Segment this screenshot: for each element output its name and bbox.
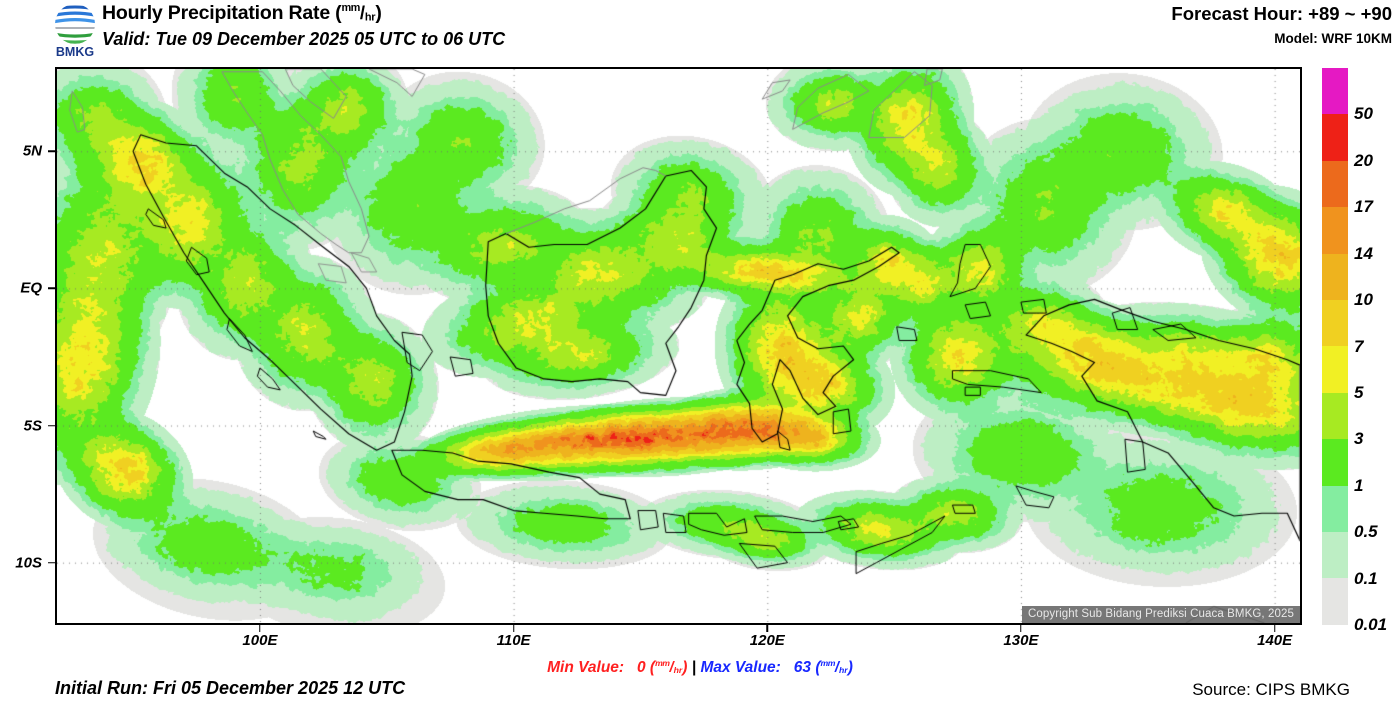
colorbar-band-0.01 xyxy=(1322,578,1348,625)
colorbar-band-17 xyxy=(1322,160,1348,208)
model-label: Model: WRF 10KM xyxy=(1274,31,1392,46)
x-axis-tick-140E xyxy=(1273,625,1276,632)
initial-run-label: Initial Run: Fri 05 December 2025 12 UTC xyxy=(55,678,406,698)
colorbar-label-0.01: 0.01 xyxy=(1354,615,1388,634)
x-axis-label-100E: 100E xyxy=(242,632,278,649)
min-value: 0 xyxy=(637,659,646,677)
colorbar-label-5: 5 xyxy=(1354,382,1364,402)
max-value-label: Max Value: xyxy=(700,659,781,677)
x-axis-label-110E: 110E xyxy=(496,632,531,649)
source-label: Source: CIPS BMKG xyxy=(1192,680,1350,699)
colorbar-label-7: 7 xyxy=(1354,336,1364,356)
colorbar-label-20: 20 xyxy=(1354,150,1373,170)
colorbar-band-5 xyxy=(1322,346,1348,393)
colorbar xyxy=(1322,68,1348,625)
page-title: Hourly Precipitation Rate (mm/hr) xyxy=(102,2,382,24)
colorbar-band-1 xyxy=(1322,439,1348,486)
colorbar-band-3 xyxy=(1322,392,1348,440)
min-max-value-line: Min Value: 0 (mm/hr) | Max Value: 63 (mm… xyxy=(547,658,853,677)
y-axis-label-EQ: EQ xyxy=(20,279,42,297)
colorbar-label-1: 1 xyxy=(1354,475,1364,495)
title-unit-numerator: mm xyxy=(341,2,360,15)
valid-time-subtitle: Valid: Tue 09 December 2025 05 UTC to 06… xyxy=(102,29,506,49)
colorbar-label-17: 17 xyxy=(1354,197,1373,217)
x-axis-label-140E: 140E xyxy=(1257,632,1293,649)
colorbar-band-20 xyxy=(1322,114,1348,161)
max-unit-numerator: mm xyxy=(820,658,835,668)
x-axis-tick-120E xyxy=(766,625,769,632)
x-axis-label-130E: 130E xyxy=(1003,632,1039,649)
colorbar-band-14 xyxy=(1322,207,1348,254)
minmax-separator: | xyxy=(691,659,697,677)
min-unit-numerator: mm xyxy=(655,658,670,668)
forecast-hour-label: Forecast Hour: +89 ~ +90 xyxy=(1171,3,1392,24)
page-title-text: Hourly Precipitation Rate xyxy=(102,2,330,24)
copyright-watermark: Copyright Sub Bidang Prediksi Cuaca BMKG… xyxy=(1021,606,1300,623)
y-axis-tick-5S xyxy=(48,424,55,427)
colorbar-label-10: 10 xyxy=(1354,290,1373,310)
x-axis-tick-100E xyxy=(259,625,261,632)
colorbar-band-50 xyxy=(1322,68,1348,115)
y-axis-label-5N: 5N xyxy=(22,142,42,160)
colorbar-label-0.1: 0.1 xyxy=(1354,568,1378,588)
min-value-label: Min Value: xyxy=(547,659,625,677)
map-plot-area: Copyright Sub Bidang Prediksi Cuaca BMKG… xyxy=(55,67,1302,625)
colorbar-label-3: 3 xyxy=(1354,429,1364,449)
precipitation-heatmap-canvas xyxy=(57,69,1300,623)
x-axis-tick-130E xyxy=(1020,625,1022,632)
colorbar-label-0.5: 0.5 xyxy=(1354,522,1378,542)
colorbar-label-50: 50 xyxy=(1354,104,1373,124)
y-axis-label-10S: 10S xyxy=(15,554,42,572)
min-unit-denominator: hr xyxy=(673,665,683,676)
x-axis-label-120E: 120E xyxy=(749,632,785,649)
x-axis-tick-110E xyxy=(512,625,515,632)
max-value: 63 xyxy=(793,659,812,677)
bmkg-logo: BMKG xyxy=(55,5,95,58)
colorbar-label-14: 14 xyxy=(1354,243,1373,263)
y-axis-label-5S: 5S xyxy=(23,417,42,435)
bmkg-logo-text: BMKG xyxy=(56,45,94,58)
y-axis-tick-10S xyxy=(48,561,55,564)
max-unit-denominator: hr xyxy=(839,665,848,676)
colorbar-band-10 xyxy=(1322,253,1348,301)
colorbar-band-0.5 xyxy=(1322,485,1348,533)
y-axis-tick-EQ xyxy=(48,287,55,290)
title-unit-denominator: hr xyxy=(364,11,376,24)
colorbar-band-0.1 xyxy=(1322,532,1348,579)
y-axis-tick-5N xyxy=(48,150,55,153)
colorbar-band-7 xyxy=(1322,300,1348,347)
